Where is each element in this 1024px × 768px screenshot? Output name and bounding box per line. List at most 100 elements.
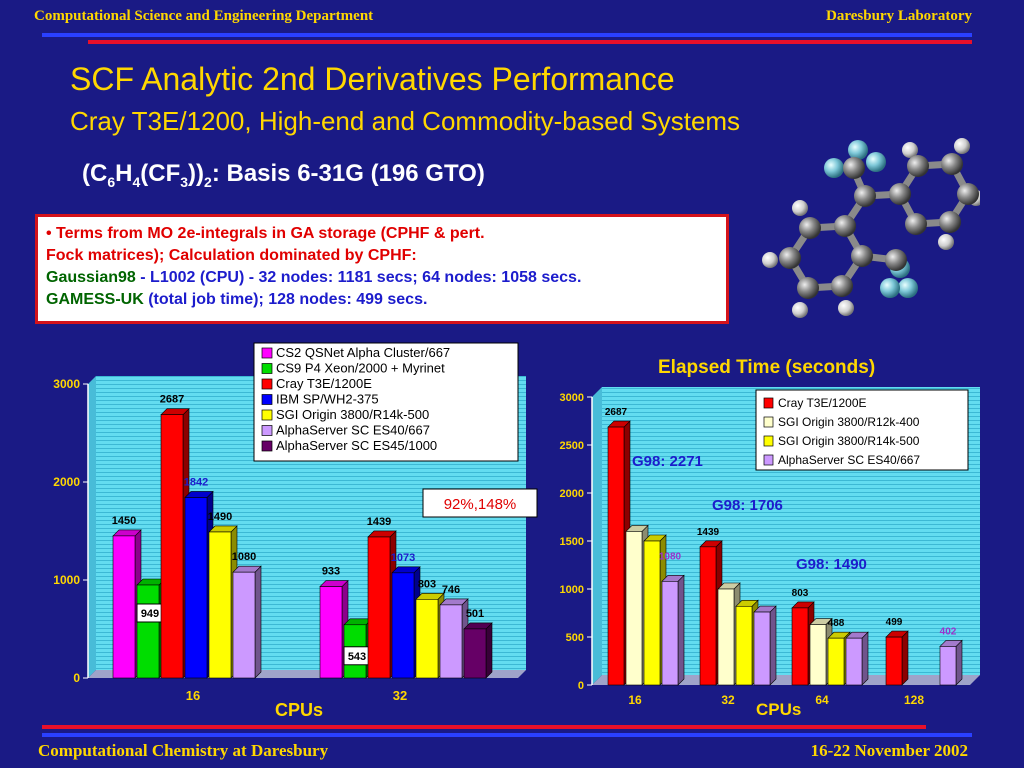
bar xyxy=(415,599,439,679)
bar xyxy=(809,624,827,686)
x-tick-label: 128 xyxy=(904,693,924,707)
legend-label: AlphaServer SC ES40/667 xyxy=(276,423,430,438)
data-label: 543 xyxy=(348,651,366,663)
header-lab: Daresbury Laboratory xyxy=(826,8,972,24)
bar xyxy=(136,584,160,679)
bar xyxy=(367,536,391,679)
data-label: 1439 xyxy=(697,527,720,538)
bar xyxy=(661,581,679,686)
bar xyxy=(625,531,643,686)
y-tick-label: 0 xyxy=(578,680,584,692)
legend-swatch xyxy=(763,435,774,447)
legend-swatch xyxy=(261,378,273,390)
legend-label: Cray T3E/1200E xyxy=(778,396,867,410)
header-department: Computational Science and Engineering De… xyxy=(34,8,374,24)
y-tick-label: 1500 xyxy=(560,536,584,548)
legend-swatch xyxy=(261,394,273,405)
legend-label: CS9 P4 Xeon/2000 + Myrinet xyxy=(276,361,445,376)
bar xyxy=(717,588,735,686)
bar xyxy=(391,572,415,679)
slide-title: SCF Analytic 2nd Derivatives Performance xyxy=(70,61,675,97)
bar xyxy=(208,531,232,679)
x-tick-label: 64 xyxy=(815,693,829,707)
data-label: 2687 xyxy=(160,394,184,406)
annotation-text: G98: 1706 xyxy=(712,497,783,514)
slide-subtitle: Cray T3E/1200, High-end and Commodity-ba… xyxy=(70,106,741,136)
y-tick-label: 3000 xyxy=(560,392,584,404)
bar xyxy=(791,607,809,686)
legend-label: SGI Origin 3800/R14k-500 xyxy=(276,407,429,422)
bar-side xyxy=(901,630,909,686)
bar xyxy=(607,426,625,686)
notes-gamess-text: (total job time); 128 nodes: 499 secs. xyxy=(143,291,428,308)
plot-floor xyxy=(592,675,980,685)
data-label: 402 xyxy=(940,626,957,637)
bar xyxy=(735,605,753,686)
left-wall xyxy=(592,387,602,685)
legend-box xyxy=(755,389,969,471)
chart-right-xlabel: CPUs xyxy=(756,700,802,719)
formula-part: H xyxy=(115,160,133,187)
bar xyxy=(699,546,717,686)
chart-right-title: Elapsed Time (seconds) xyxy=(658,357,876,378)
formula-sub: 3 xyxy=(180,173,189,190)
footer-date: 16-22 November 2002 xyxy=(810,741,968,760)
legend-label: AlphaServer SC ES40/667 xyxy=(778,453,920,467)
formula-part: (C xyxy=(82,160,108,187)
bar xyxy=(160,414,184,679)
y-tick-label: 1000 xyxy=(53,573,80,587)
left-wall xyxy=(88,376,96,678)
bar xyxy=(885,636,903,686)
x-tick-label: 32 xyxy=(721,693,735,707)
bar xyxy=(463,628,487,679)
data-label: 933 xyxy=(322,566,340,578)
data-label: 1439 xyxy=(367,516,391,528)
molecule-formula: (C6H4(CF3))2: Basis 6-31G (196 GTO) xyxy=(82,160,485,190)
data-label: 499 xyxy=(886,617,903,628)
data-label: 1080 xyxy=(659,551,682,562)
legend-swatch xyxy=(261,425,273,436)
legend-label: CS2 QSNet Alpha Cluster/667 xyxy=(276,345,450,360)
legend-swatch xyxy=(763,397,774,409)
formula-sub: 6 xyxy=(107,173,116,190)
data-label: 949 xyxy=(141,608,159,620)
legend-box xyxy=(253,342,519,462)
notes-line-2: Fock matrices); Calculation dominated by… xyxy=(46,247,417,264)
bar xyxy=(439,604,463,679)
legend-swatch xyxy=(261,363,273,374)
data-label: 1842 xyxy=(184,476,208,488)
bar xyxy=(184,497,208,679)
header-rule-blue xyxy=(42,33,972,37)
formula-part: (CF xyxy=(140,160,181,187)
y-tick-label: 0 xyxy=(73,671,80,685)
x-tick-label: 32 xyxy=(393,688,407,703)
bar xyxy=(319,586,343,679)
footer-rule-red xyxy=(42,725,926,729)
bar-side xyxy=(677,574,685,686)
x-tick-label: 16 xyxy=(628,693,642,707)
annotation-text: 92%,148% xyxy=(444,496,517,513)
bar xyxy=(827,637,845,686)
notes-box: • Terms from MO 2e-integrals in GA stora… xyxy=(35,214,729,324)
data-label: 1450 xyxy=(112,515,136,527)
legend-label: SGI Origin 3800/R12k-400 xyxy=(778,415,920,429)
y-tick-label: 2000 xyxy=(560,488,584,500)
notes-gaussian: Gaussian98 xyxy=(46,269,136,286)
data-label: 1490 xyxy=(208,511,232,523)
formula-sub: 2 xyxy=(204,173,212,190)
data-label: 1080 xyxy=(232,551,256,563)
y-tick-label: 2500 xyxy=(560,440,584,452)
annotation-box xyxy=(422,488,538,518)
header-rule-red xyxy=(88,40,972,44)
y-tick-label: 3000 xyxy=(53,377,80,391)
annotation-text: G98: 1490 xyxy=(796,556,867,573)
footer-rule-blue xyxy=(42,733,972,737)
bar-side xyxy=(861,631,869,686)
formula-part: )) xyxy=(188,160,205,187)
x-tick-label: 16 xyxy=(186,688,200,703)
data-label: 746 xyxy=(442,584,460,596)
bar-side xyxy=(254,565,262,679)
legend-label: Cray T3E/1200E xyxy=(276,376,372,391)
legend-label: SGI Origin 3800/R14k-500 xyxy=(778,434,920,448)
y-tick-label: 1000 xyxy=(560,584,584,596)
